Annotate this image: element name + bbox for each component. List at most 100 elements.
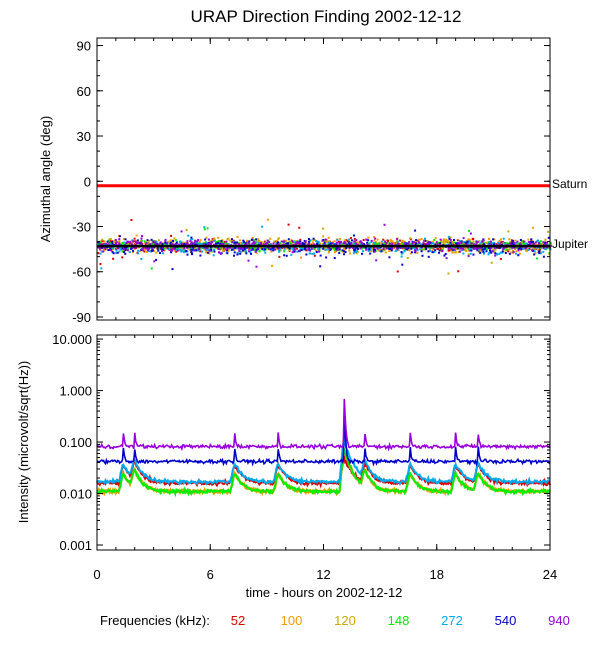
azimuth-point: [240, 246, 243, 249]
azimuth-point: [406, 242, 409, 245]
azimuth-point: [145, 242, 148, 245]
azimuth-point: [101, 246, 104, 249]
azimuth-point: [414, 229, 417, 232]
azimuth-point: [388, 256, 391, 259]
azimuth-point: [511, 249, 514, 252]
azimuth-point: [531, 249, 534, 252]
azimuth-point: [303, 239, 306, 242]
azimuth-point: [373, 246, 376, 249]
azimuth-point: [331, 242, 334, 245]
azimuth-point: [312, 246, 315, 249]
azimuth-point: [499, 242, 502, 245]
azimuth-point: [501, 240, 504, 243]
azimuth-point: [495, 246, 498, 249]
azimuth-point: [458, 250, 461, 253]
azimuth-point: [221, 249, 224, 252]
azimuth-point: [252, 239, 255, 242]
azimuth-point: [118, 235, 121, 238]
azimuth-point: [527, 240, 530, 243]
azimuth-point: [190, 242, 193, 245]
azimuth-point: [397, 243, 400, 246]
azimuth-point: [124, 252, 127, 255]
azimuth-point: [527, 243, 530, 246]
azimuth-point: [488, 238, 491, 241]
azimuth-point: [308, 242, 311, 245]
azimuth-point: [232, 248, 235, 251]
azimuth-point: [308, 243, 311, 246]
azimuth-point: [225, 240, 228, 243]
azimuth-point: [219, 241, 222, 244]
azimuth-point: [472, 253, 475, 256]
azimuth-point: [136, 239, 139, 242]
azimuth-point: [447, 241, 450, 244]
azimuth-point: [177, 247, 180, 250]
azimuth-point: [255, 248, 258, 251]
azimuth-point: [529, 242, 532, 245]
azimuth-point: [99, 243, 102, 246]
azimuth-point: [482, 247, 485, 250]
azimuth-point: [313, 243, 316, 246]
azimuth-point: [491, 250, 494, 253]
azimuth-point: [528, 247, 531, 250]
azimuth-point: [167, 247, 170, 250]
azimuth-point: [288, 249, 291, 252]
azimuth-point: [106, 247, 109, 250]
azimuth-point: [412, 241, 415, 244]
azimuth-point: [114, 248, 117, 251]
azimuth-point: [524, 247, 527, 250]
azimuth-point: [448, 249, 451, 252]
azimuth-point: [150, 249, 153, 252]
azimuth-point: [376, 243, 379, 246]
azimuth-point: [258, 250, 261, 253]
azimuth-point: [191, 238, 194, 241]
azimuth-point: [210, 240, 213, 243]
azimuth-point: [389, 247, 392, 250]
azimuth-point: [312, 239, 315, 242]
jupiter-label: Jupiter: [552, 237, 588, 251]
azimuth-point: [312, 237, 315, 240]
azimuth-point: [130, 242, 133, 245]
azimuth-point: [103, 249, 106, 252]
azimuth-point: [415, 242, 418, 245]
azimuth-point: [433, 250, 436, 253]
azimuth-point: [197, 248, 200, 251]
azimuth-point: [176, 243, 179, 246]
azimuth-point: [398, 239, 401, 242]
azimuth-point: [151, 242, 154, 245]
azimuth-point: [431, 249, 434, 252]
azimuth-point: [111, 251, 114, 254]
azimuth-point: [379, 246, 382, 249]
azimuth-point: [372, 236, 375, 239]
azimuth-point: [186, 253, 189, 256]
azimuth-point: [365, 248, 368, 251]
azimuth-point: [485, 248, 488, 251]
azimuth-point: [542, 241, 545, 244]
azimuth-point: [436, 243, 439, 246]
azimuth-point: [323, 242, 326, 245]
azimuth-point: [515, 242, 518, 245]
azimuth-point: [302, 243, 305, 246]
azimuth-point: [473, 243, 476, 246]
azimuth-point: [389, 242, 392, 245]
azimuth-point: [388, 241, 391, 244]
azimuth-point: [264, 242, 267, 245]
azimuth-point: [296, 247, 299, 250]
azimuth-point: [403, 240, 406, 243]
azimuth-point: [434, 249, 437, 252]
azimuth-point: [186, 246, 189, 249]
azimuth-point: [205, 236, 208, 239]
azimuth-point: [138, 250, 141, 253]
azimuth-point: [99, 241, 102, 244]
azimuth-point: [190, 236, 193, 239]
azimuth-point: [329, 248, 332, 251]
azimuth-point: [443, 239, 446, 242]
azimuth-point: [413, 249, 416, 252]
azimuth-point: [401, 241, 404, 244]
azimuth-point: [522, 242, 525, 245]
azimuth-point: [485, 250, 488, 253]
azimuth-point: [430, 246, 433, 249]
azimuth-point: [467, 255, 470, 258]
azimuth-point: [537, 248, 540, 251]
azimuth-point: [107, 239, 110, 242]
azimuth-point: [203, 228, 206, 231]
